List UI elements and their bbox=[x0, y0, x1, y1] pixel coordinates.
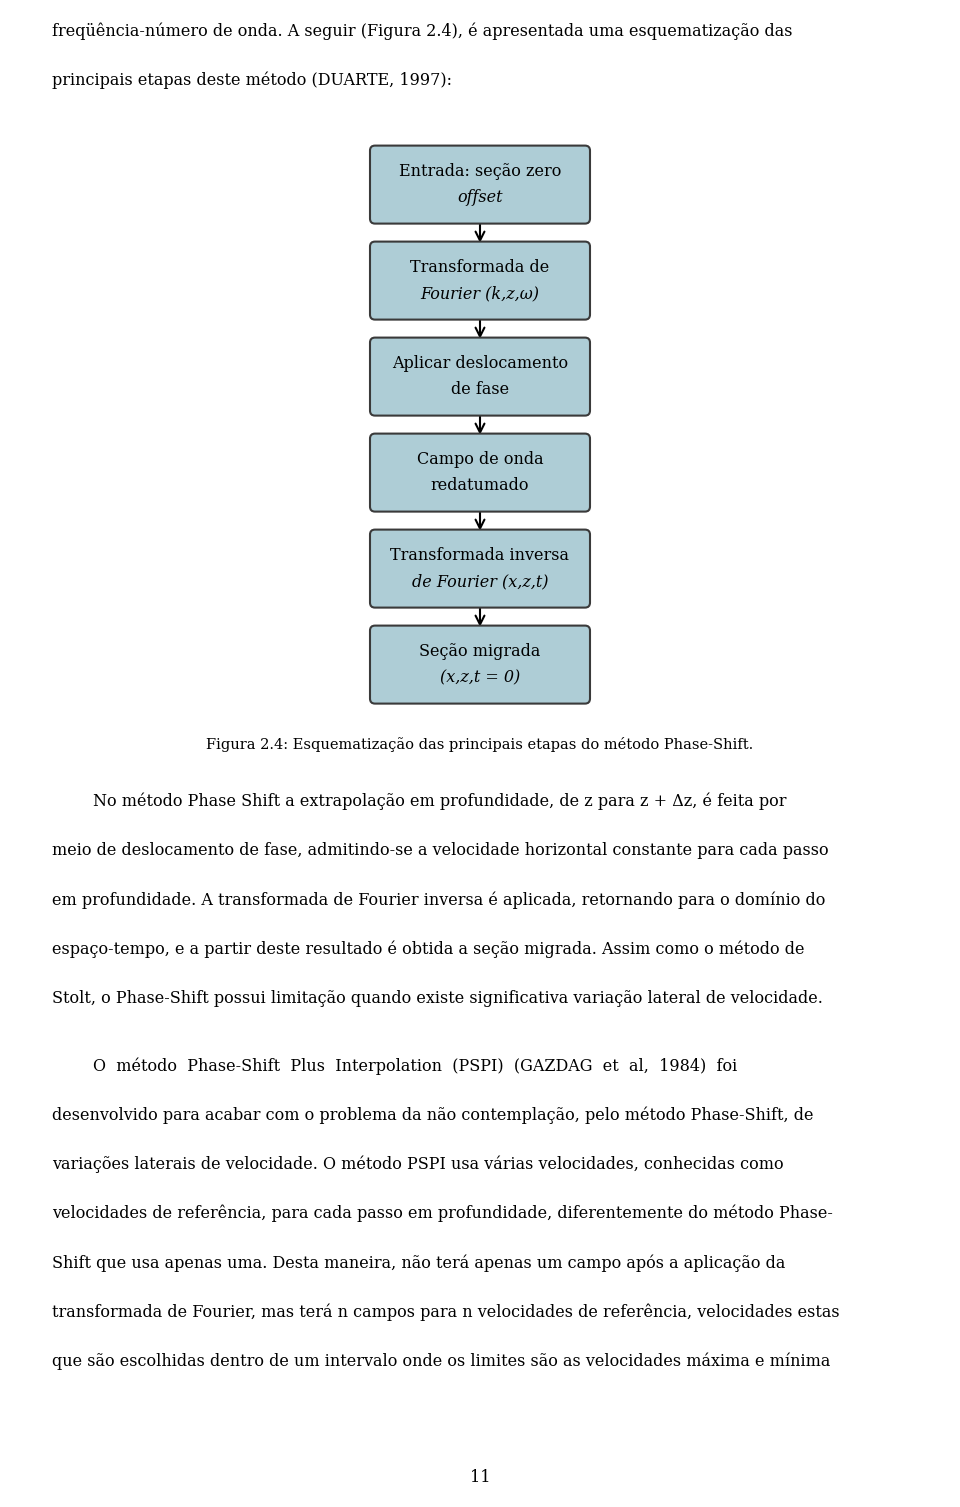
Text: offset: offset bbox=[457, 188, 503, 206]
Text: Aplicar deslocamento: Aplicar deslocamento bbox=[392, 356, 568, 372]
Text: O  método  Phase-Shift  Plus  Interpolation  (PSPI)  (GAZDAG  et  al,  1984)  fo: O método Phase-Shift Plus Interpolation … bbox=[52, 1056, 737, 1074]
Text: de fase: de fase bbox=[451, 381, 509, 398]
Text: meio de deslocamento de fase, admitindo-se a velocidade horizontal constante par: meio de deslocamento de fase, admitindo-… bbox=[52, 842, 828, 859]
Text: que são escolhidas dentro de um intervalo onde os limites são as velocidades máx: que são escolhidas dentro de um interval… bbox=[52, 1353, 830, 1370]
Text: Figura 2.4: Esquematização das principais etapas do método Phase-Shift.: Figura 2.4: Esquematização das principai… bbox=[206, 737, 754, 752]
FancyBboxPatch shape bbox=[370, 625, 590, 704]
FancyBboxPatch shape bbox=[370, 338, 590, 416]
Text: freqüência-número de onda. A seguir (Figura 2.4), é apresentada uma esquematizaç: freqüência-número de onda. A seguir (Fig… bbox=[52, 23, 793, 39]
Text: Seção migrada: Seção migrada bbox=[420, 643, 540, 660]
Text: 11: 11 bbox=[469, 1469, 491, 1486]
Text: Transformada de: Transformada de bbox=[410, 259, 550, 276]
Text: redatumado: redatumado bbox=[431, 478, 529, 494]
Text: principais etapas deste método (DUARTE, 1997):: principais etapas deste método (DUARTE, … bbox=[52, 71, 452, 89]
Text: Entrada: seção zero: Entrada: seção zero bbox=[398, 163, 562, 181]
Text: Campo de onda: Campo de onda bbox=[417, 451, 543, 469]
Text: de Fourier (x,z,t): de Fourier (x,z,t) bbox=[412, 573, 548, 591]
Text: em profundidade. A transformada de Fourier inversa é aplicada, retornando para o: em profundidade. A transformada de Fouri… bbox=[52, 891, 826, 909]
Text: variações laterais de velocidade. O método PSPI usa várias velocidades, conhecid: variações laterais de velocidade. O méto… bbox=[52, 1156, 783, 1174]
Text: Transformada inversa: Transformada inversa bbox=[391, 547, 569, 564]
Text: espaço-tempo, e a partir deste resultado é obtida a seção migrada. Assim como o : espaço-tempo, e a partir deste resultado… bbox=[52, 940, 804, 958]
Text: transformada de Fourier, mas terá n campos para n velocidades de referência, vel: transformada de Fourier, mas terá n camp… bbox=[52, 1304, 840, 1322]
FancyBboxPatch shape bbox=[370, 146, 590, 223]
Text: No método Phase Shift a extrapolação em profundidade, de z para z + Δz, é feita : No método Phase Shift a extrapolação em … bbox=[52, 793, 786, 811]
FancyBboxPatch shape bbox=[370, 434, 590, 511]
Text: Stolt, o Phase-Shift possui limitação quando existe significativa variação later: Stolt, o Phase-Shift possui limitação qu… bbox=[52, 990, 823, 1007]
Text: Fourier (k,z,ω): Fourier (k,z,ω) bbox=[420, 285, 540, 301]
FancyBboxPatch shape bbox=[370, 529, 590, 607]
Text: (x,z,t = 0): (x,z,t = 0) bbox=[440, 669, 520, 686]
Text: velocidades de referência, para cada passo em profundidade, diferentemente do mé: velocidades de referência, para cada pas… bbox=[52, 1206, 833, 1222]
FancyBboxPatch shape bbox=[370, 241, 590, 319]
Text: Shift que usa apenas uma. Desta maneira, não terá apenas um campo após a aplicaç: Shift que usa apenas uma. Desta maneira,… bbox=[52, 1254, 785, 1272]
Text: desenvolvido para acabar com o problema da não contemplação, pelo método Phase-S: desenvolvido para acabar com o problema … bbox=[52, 1106, 813, 1124]
